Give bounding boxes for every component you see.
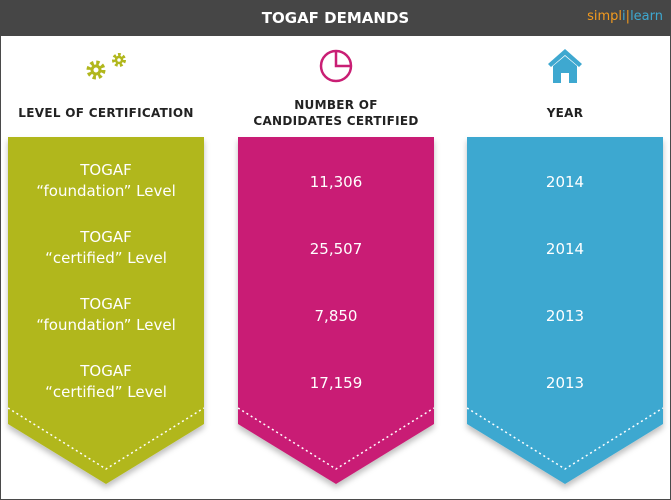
level-row-4: TOGAF “certified” Level bbox=[45, 362, 167, 401]
header-bar: TOGAF DEMANDS simpli|learn bbox=[0, 0, 671, 36]
house-icon bbox=[548, 49, 582, 83]
year-row-3: 2013 bbox=[545, 307, 585, 325]
heading-level: LEVEL OF CERTIFICATION bbox=[18, 106, 194, 120]
candidates-row-3: 7,850 bbox=[314, 307, 358, 325]
year-row-1: 2014 bbox=[545, 173, 585, 191]
banner-level bbox=[7, 137, 205, 484]
year-row-4: 2013 bbox=[545, 374, 585, 392]
heading-year: YEAR bbox=[546, 106, 584, 120]
pie-chart-icon bbox=[319, 49, 353, 83]
heading-candidates: NUMBER OF CANDIDATES CERTIFIED bbox=[253, 98, 419, 128]
level-row-3: TOGAF “foundation” Level bbox=[36, 295, 176, 334]
candidates-row-4: 17,159 bbox=[309, 374, 363, 392]
gears-icon bbox=[86, 53, 126, 80]
banner-candidates bbox=[237, 137, 435, 484]
level-row-2: TOGAF “certified” Level bbox=[45, 228, 167, 267]
year-row-2: 2014 bbox=[545, 240, 585, 258]
page-title: TOGAF DEMANDS bbox=[261, 9, 410, 27]
candidates-row-1: 11,306 bbox=[309, 173, 363, 191]
level-row-1: TOGAF “foundation” Level bbox=[36, 161, 176, 200]
simplilearn-logo: simpli|learn bbox=[587, 9, 663, 24]
banner-year bbox=[466, 137, 664, 484]
candidates-row-2: 25,507 bbox=[309, 240, 363, 258]
